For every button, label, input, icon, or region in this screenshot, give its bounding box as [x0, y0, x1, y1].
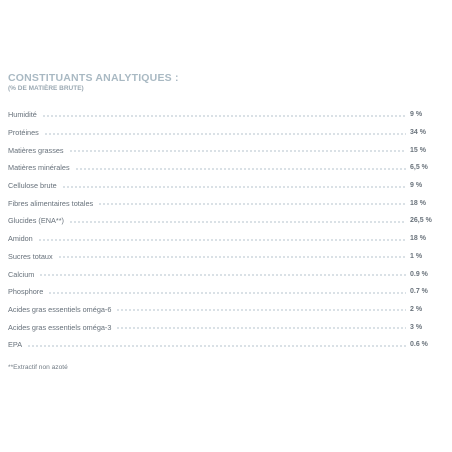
constituent-row: Matières minérales 6,5 % — [8, 159, 432, 177]
constituent-label: Acides gras essentiels oméga-6 — [8, 304, 112, 314]
dot-leader — [27, 344, 406, 347]
dot-leader — [41, 114, 406, 117]
constituent-value: 0.6 % — [410, 341, 428, 349]
constituent-value: 0.9 % — [410, 270, 428, 278]
constituent-label: Glucides (ENA**) — [8, 216, 64, 226]
dot-leader — [61, 185, 406, 188]
constituent-row: Acides gras essentiels oméga-6 2 % — [8, 301, 432, 319]
constituent-row: Acides gras essentiels oméga-3 3 % — [8, 318, 432, 336]
constituent-label: Amidon — [8, 234, 33, 244]
constituent-row: Glucides (ENA**) 26,5 % — [8, 212, 432, 230]
constituent-label: Matières minérales — [8, 163, 70, 173]
constituents-list: Humidité 9 % Protéines 34 % Matières gra… — [8, 106, 432, 354]
constituent-value: 26,5 % — [410, 217, 432, 225]
constituent-row: Humidité 9 % — [8, 106, 432, 124]
constituent-row: Protéines 34 % — [8, 124, 432, 142]
constituent-value: 34 % — [410, 129, 426, 137]
dot-leader — [68, 220, 406, 223]
dot-leader — [74, 167, 406, 170]
constituent-value: 18 % — [410, 199, 426, 207]
constituent-row: Amidon 18 % — [8, 230, 432, 248]
constituent-value: 1 % — [410, 252, 423, 260]
constituent-value: 6,5 % — [410, 164, 428, 172]
constituent-row: Calcium 0.9 % — [8, 265, 432, 283]
constituent-value: 9 % — [410, 111, 423, 119]
constituent-label: Humidité — [8, 110, 37, 120]
constituent-label: Protéines — [8, 128, 39, 138]
constituent-label: Calcium — [8, 269, 35, 279]
constituent-row: Matières grasses 15 % — [8, 141, 432, 159]
constituent-row: Phosphore 0.7 % — [8, 283, 432, 301]
dot-leader — [116, 327, 406, 330]
constituent-value: 2 % — [410, 305, 423, 313]
constituent-label: Sucres totaux — [8, 251, 53, 261]
constituent-label: Phosphore — [8, 287, 44, 297]
section-subtitle: (% DE MATIÈRE BRUTE) — [8, 85, 84, 92]
constituent-row: Sucres totaux 1 % — [8, 248, 432, 266]
constituent-label: Matières grasses — [8, 145, 64, 155]
dot-leader — [43, 132, 406, 135]
footnote: **Extractif non azoté — [8, 363, 68, 371]
dot-leader — [39, 274, 406, 277]
analytical-constituents-panel: CONSTITUANTS ANALYTIQUES : (% DE MATIÈRE… — [8, 72, 432, 371]
constituent-row: EPA 0.6 % — [8, 336, 432, 354]
section-title: CONSTITUANTS ANALYTIQUES : — [8, 72, 179, 84]
dot-leader — [98, 203, 406, 206]
constituent-row: Fibres alimentaires totales 18 % — [8, 194, 432, 212]
dot-leader — [116, 309, 406, 312]
constituent-row: Cellulose brute 9 % — [8, 177, 432, 195]
constituent-label: EPA — [8, 340, 23, 350]
constituent-value: 3 % — [410, 323, 423, 331]
dot-leader — [48, 291, 406, 294]
constituent-label: Fibres alimentaires totales — [8, 198, 94, 208]
dot-leader — [37, 238, 406, 241]
constituent-value: 18 % — [410, 235, 426, 243]
constituent-label: Acides gras essentiels oméga-3 — [8, 322, 112, 332]
constituent-value: 0.7 % — [410, 288, 428, 296]
dot-leader — [57, 256, 406, 259]
dot-leader — [68, 150, 406, 153]
constituent-value: 15 % — [410, 146, 426, 154]
constituent-label: Cellulose brute — [8, 181, 57, 191]
constituent-value: 9 % — [410, 182, 423, 190]
